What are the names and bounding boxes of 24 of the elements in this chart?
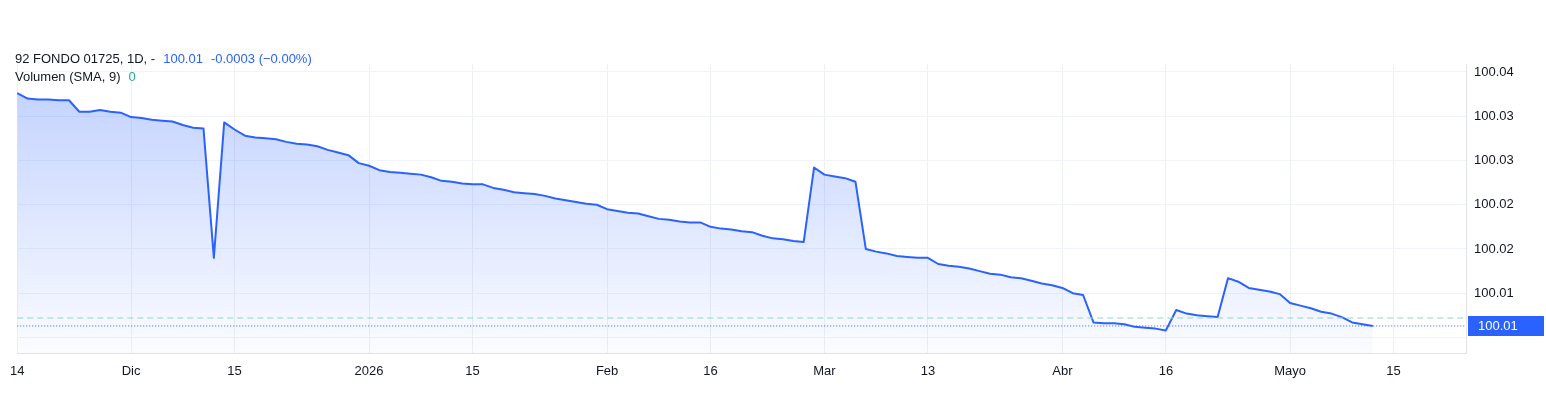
y-tick-label: 100.03 <box>1474 152 1514 168</box>
annotation: Volumen (SMA, 9) <box>15 69 121 84</box>
x-tick-label: 16 <box>703 362 718 378</box>
x-tick-label: Mar <box>813 362 837 378</box>
y-tick-label: 100.04 <box>1474 63 1514 79</box>
y-tick-label: 100.03 <box>1474 107 1514 123</box>
x-tick-label: 16 <box>1158 362 1174 378</box>
y-tick-label: 100.02 <box>1474 196 1514 212</box>
x-tick-label: 15 <box>465 362 480 378</box>
annotation: -0.0003 (−0.00%) <box>210 51 312 66</box>
x-tick-label: Abr <box>1052 362 1074 378</box>
y-tick-label: 100.02 <box>1474 240 1514 256</box>
x-tick-label: Dic <box>121 362 141 378</box>
x-tick-label: 15 <box>1386 362 1401 378</box>
x-tick-label: 15 <box>227 362 242 378</box>
x-tick-label: 2026 <box>354 362 384 378</box>
annotation: 100.01 <box>163 51 203 66</box>
x-tick-label: Feb <box>595 362 619 378</box>
x-tick-label: 13 <box>920 362 936 378</box>
annotation: 0 <box>128 69 136 84</box>
x-tick-label: Mayo <box>1274 362 1306 378</box>
annotation: 92 FONDO 01725, 1D, - <box>15 51 156 66</box>
x-tick-label: 14 <box>10 362 25 378</box>
y-tick-label: 100.01 <box>1474 284 1514 300</box>
